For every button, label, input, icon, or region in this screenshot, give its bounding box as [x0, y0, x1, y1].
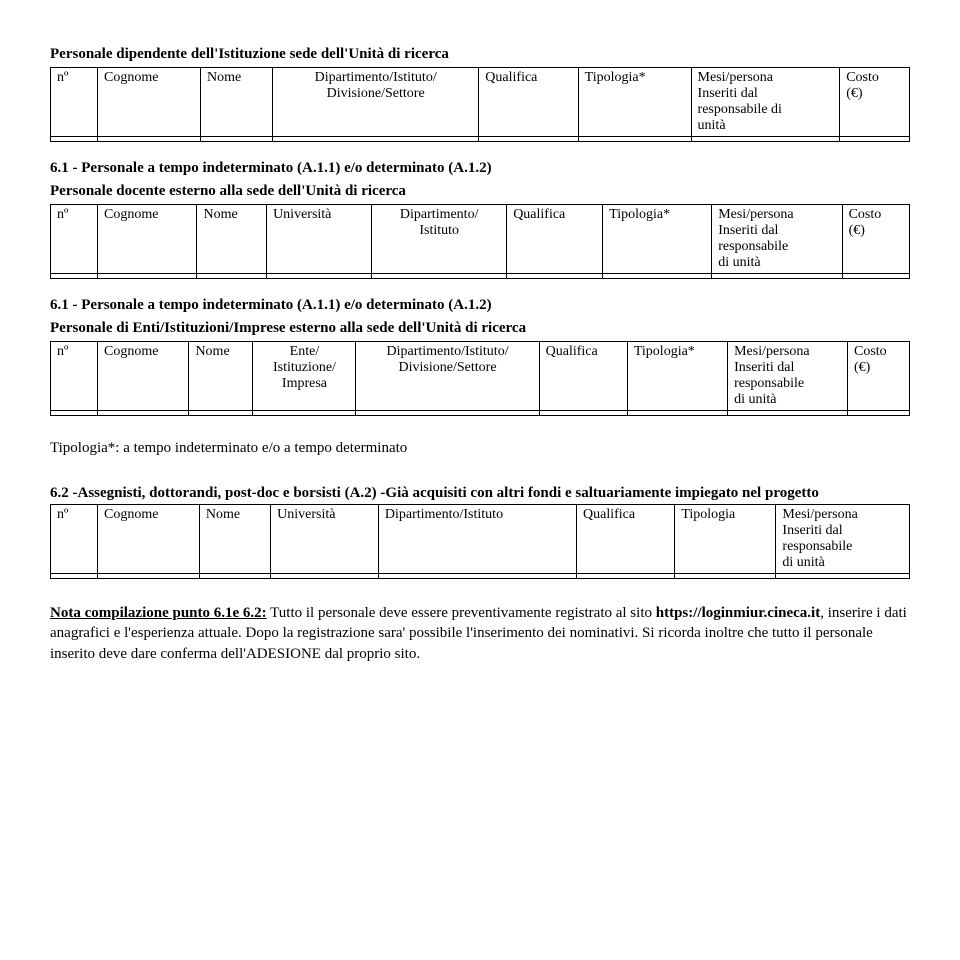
col-qualifica: Qualifica [479, 68, 578, 137]
table-section3: nº Cognome Nome Ente/Istituzione/Impresa… [50, 341, 910, 416]
col-nome: Nome [189, 342, 253, 411]
col-qualifica: Qualifica [507, 205, 603, 274]
col-nome: Nome [197, 205, 267, 274]
col-cognome: Cognome [98, 505, 200, 574]
col-universita: Università [267, 205, 372, 274]
col-qualifica: Qualifica [577, 505, 675, 574]
section4-heading: 6.2 -Assegnisti, dottorandi, post-doc e … [50, 485, 910, 502]
col-universita: Università [271, 505, 379, 574]
section2-heading: 6.1 - Personale a tempo indeterminato (A… [50, 160, 910, 177]
footer-note-lead: Nota compilazione punto 6.1e 6.2: [50, 605, 267, 621]
col-num: nº [51, 68, 98, 137]
table-row [51, 137, 910, 142]
table-row [51, 574, 910, 579]
col-tipologia: Tipologia* [603, 205, 712, 274]
col-qualifica: Qualifica [539, 342, 627, 411]
col-dipartimento: Dipartimento/Istituto/Divisione/Settore [273, 68, 479, 137]
section1-title: Personale dipendente dell'Istituzione se… [50, 46, 910, 63]
table-header-row: nº Cognome Nome Università Dipartimento/… [51, 505, 910, 574]
col-mesi: Mesi/personaInseriti dalresponsabiledi u… [776, 505, 910, 574]
section3-heading: 6.1 - Personale a tempo indeterminato (A… [50, 297, 910, 314]
col-num: nº [51, 505, 98, 574]
col-dipartimento: Dipartimento/Istituto [372, 205, 507, 274]
col-nome: Nome [199, 505, 270, 574]
col-cognome: Cognome [98, 342, 189, 411]
col-num: nº [51, 342, 98, 411]
col-tipologia: Tipologia* [578, 68, 691, 137]
table-header-row: nº Cognome Nome Ente/Istituzione/Impresa… [51, 342, 910, 411]
table-header-row: nº Cognome Nome Università Dipartimento/… [51, 205, 910, 274]
col-costo: Costo(€) [840, 68, 910, 137]
footer-note-link: https://loginmiur.cineca.it [656, 605, 820, 621]
col-nome: Nome [200, 68, 272, 137]
footer-note-body-a: Tutto il personale deve essere preventiv… [267, 605, 656, 621]
table-row [51, 274, 910, 279]
table-header-row: nº Cognome Nome Dipartimento/Istituto/Di… [51, 68, 910, 137]
col-costo: Costo(€) [848, 342, 910, 411]
col-cognome: Cognome [98, 205, 197, 274]
col-tipologia: Tipologia [675, 505, 776, 574]
col-cognome: Cognome [98, 68, 201, 137]
section2-sub: Personale docente esterno alla sede dell… [50, 183, 910, 200]
col-tipologia: Tipologia* [627, 342, 727, 411]
col-mesi: Mesi/personaInseriti dalresponsabiledi u… [712, 205, 842, 274]
table-section1: nº Cognome Nome Dipartimento/Istituto/Di… [50, 67, 910, 142]
table-section4: nº Cognome Nome Università Dipartimento/… [50, 504, 910, 579]
table-row [51, 411, 910, 416]
col-dipartimento: Dipartimento/Istituto [378, 505, 576, 574]
table-section2: nº Cognome Nome Università Dipartimento/… [50, 204, 910, 279]
col-num: nº [51, 205, 98, 274]
section3-sub: Personale di Enti/Istituzioni/Imprese es… [50, 320, 910, 337]
tipologia-note: Tipologia*: a tempo indeterminato e/o a … [50, 440, 910, 457]
col-dipartimento: Dipartimento/Istituto/Divisione/Settore [356, 342, 539, 411]
footer-note: Nota compilazione punto 6.1e 6.2: Tutto … [50, 603, 910, 664]
col-costo: Costo(€) [842, 205, 909, 274]
col-ente: Ente/Istituzione/Impresa [253, 342, 356, 411]
col-mesi: Mesi/personaInseriti dalresponsabiledi u… [728, 342, 848, 411]
col-mesi: Mesi/personaInseriti dalresponsabile diu… [691, 68, 840, 137]
